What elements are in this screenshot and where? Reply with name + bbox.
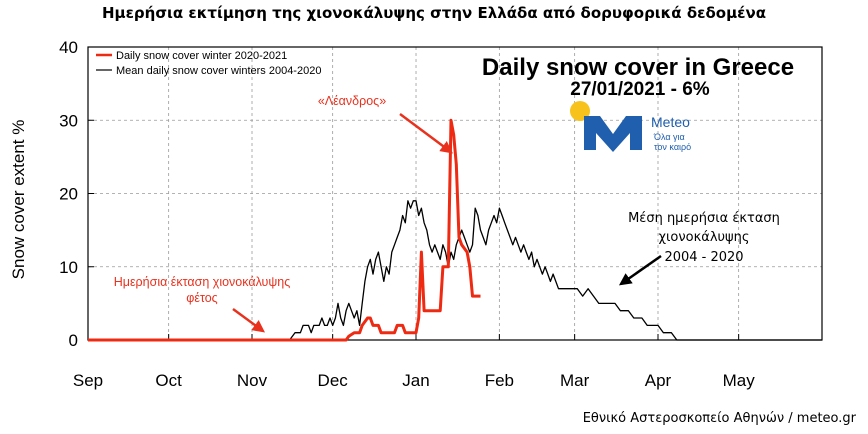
x-tick-label: Dec [318,371,349,390]
x-tick-label: May [723,371,756,390]
annotation-mean-arrow [618,254,662,286]
annotation-mean-line3: 2004 - 2020 [664,250,743,265]
x-tick-label: Jan [402,371,429,390]
annotation-daily-line2: φέτος [186,291,217,305]
y-tick-label: 0 [69,331,78,350]
x-tick-label: Oct [155,371,182,390]
series-layer [88,118,822,342]
grid-lines [88,47,822,340]
annotation-leandros-arrow [399,112,454,154]
x-tick-label: Mar [560,371,590,390]
y-tick-label: 10 [59,258,78,277]
annotation-mean-line1: Μέση ημερήσια έκταση [628,211,780,226]
annotation-leandros: «Λέανδρος» [318,94,386,108]
legend-label-current: Daily snow cover winter 2020-2021 [116,50,287,62]
footer-credit: Εθνικό Αστεροσκοπείο Αθηνών / meteo.gr [582,411,856,426]
annotations: «Λέανδρος» Ημερήσια έκταση χιονοκάλυψης … [114,94,780,333]
y-tick-label: 30 [59,111,78,130]
x-tick-label: Feb [485,371,514,390]
legend: Daily snow cover winter 2020-2021 Mean d… [96,50,321,77]
chart-subtitle: 27/01/2021 - 6% [570,79,710,100]
annotation-daily-line1: Ημερήσια έκταση χιονοκάλυψης [114,275,291,289]
logo-name: Meteo [651,114,690,130]
chart-title: Daily snow cover in Greece [482,54,794,81]
meteo-m-logo-icon [584,116,642,152]
annotation-daily-arrow [232,307,266,333]
series-line-current [88,118,481,342]
logo-tagline-line2: τον καιρό [654,142,691,152]
x-tick-label: Nov [237,371,268,390]
annotation-mean-line2: χιονοκάλυψης [659,230,750,245]
meteo-logo: Meteo Όλα για τον καιρό [570,101,691,152]
x-tick-label: Apr [645,371,672,390]
y-tick-label: 20 [59,185,78,204]
legend-label-mean: Mean daily snow cover winters 2004-2020 [116,65,321,77]
series-line-mean [88,200,822,341]
figure-title: Ημερήσια εκτίμηση της χιονοκάλυψης στην … [101,4,767,22]
x-tick-label: Sep [73,371,103,390]
logo-tagline-line1: Όλα για [653,132,685,142]
y-axis-label: Snow cover extent % [9,120,28,280]
y-tick-label: 40 [59,38,78,57]
x-axis-ticks: Sep Oct Nov Dec Jan Feb Mar Apr May [73,334,755,390]
y-axis-ticks: 0 10 20 30 40 [59,38,94,350]
